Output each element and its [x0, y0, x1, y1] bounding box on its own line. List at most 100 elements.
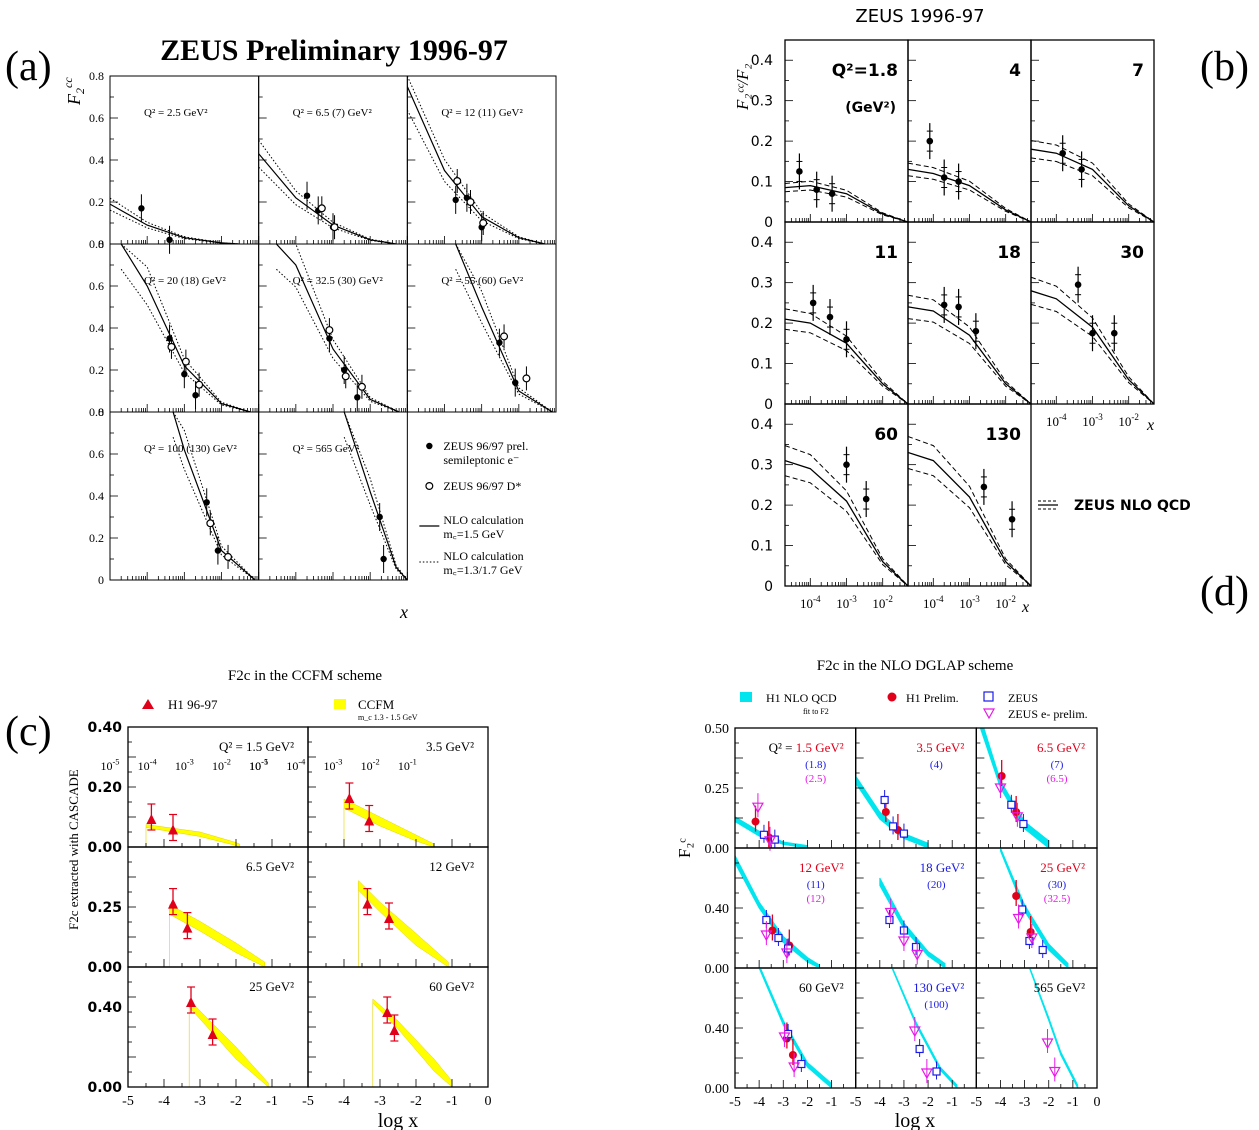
data-point-open — [330, 223, 339, 232]
y-tick-label: 0 — [98, 573, 104, 587]
x-tick-label: -1 — [446, 1094, 458, 1109]
x-tick-label: -3 — [898, 1095, 910, 1110]
panel-frame — [258, 243, 408, 413]
data-point-zeus-e — [780, 948, 793, 960]
y-tick-label: 0 — [764, 579, 773, 595]
chart-b-xlabel-bottom: x — [1021, 599, 1029, 616]
legend-marker-triangle — [142, 699, 154, 709]
panel-label: Q² = 20 (18) GeV² — [144, 275, 227, 287]
panel-frame — [406, 243, 557, 413]
data-point-open — [181, 357, 190, 366]
legend-marker-band — [740, 692, 752, 702]
panel-sublabel-zeus: (100) — [924, 999, 948, 1011]
legend-marker-filled — [426, 442, 433, 450]
chart-a: Q² = 2.5 GeV² Q² = 6.5 (7) GeV² Q² = 12 (1… — [61, 69, 557, 773]
panel-sublabel-zeus-e: (12) — [807, 893, 826, 905]
legend-label: ZEUS NLO QCD — [1074, 498, 1191, 514]
data-point-h1 — [788, 1051, 797, 1059]
y-tick-label: 0.40 — [87, 720, 122, 736]
nlo-curve-low — [120, 268, 251, 412]
data-point-triangle — [362, 898, 373, 909]
curve-group — [258, 139, 397, 244]
data-point-zeus-e — [778, 1032, 791, 1044]
data-point — [826, 313, 834, 321]
x-tick-label: 10-2 — [361, 758, 380, 773]
curve-group — [110, 197, 240, 244]
data-point-zeus — [770, 835, 779, 844]
nlo-curve-high — [172, 412, 256, 580]
data-point-triangle — [168, 898, 178, 909]
y-tick-label: 0.40 — [705, 1022, 730, 1037]
data-point-open — [466, 198, 475, 207]
panel-label: 30 — [1120, 243, 1144, 263]
data-point-filled — [340, 366, 348, 374]
ccfm-band — [358, 879, 449, 967]
data-point-zeus — [899, 829, 909, 838]
x-tick-label: -2 — [230, 1094, 242, 1109]
y-tick-label: 0.2 — [751, 316, 773, 332]
band-group — [372, 998, 453, 1087]
y-tick-label: 0.00 — [705, 842, 730, 857]
curve-group — [407, 76, 545, 244]
nlo-curve — [908, 451, 1031, 586]
band-group — [979, 728, 1050, 848]
x-tick-label: 10-1 — [249, 758, 268, 773]
chart-d: Q² = 1.5 GeV² (1.8) (2.5) 3.5 GeV² (4) 6.5 Ge… — [675, 691, 1101, 1110]
panel-label: Q² = 6.5 (7) GeV² — [293, 107, 373, 119]
legend-label: ZEUS 96/97 prel. — [443, 439, 528, 453]
nlo-band — [1028, 968, 1079, 1088]
panel-label: 60 GeV² — [799, 980, 844, 995]
panel-label: Q² = 100 (130) GeV² — [144, 443, 238, 455]
curve-group — [120, 244, 251, 412]
y-tick-label: 0.1 — [751, 357, 773, 373]
band-group — [879, 877, 946, 968]
data-point — [980, 483, 988, 491]
nlo-band — [891, 968, 958, 1088]
panel-label: 60 — [874, 425, 898, 445]
panel-label: 3.5 GeV² — [426, 739, 474, 754]
x-tick-label: 10-5 — [101, 758, 120, 773]
curve-group — [172, 412, 256, 580]
data-point-triangle — [207, 1029, 218, 1039]
data-point — [1078, 166, 1085, 173]
panel-label: 25 GeV² — [249, 979, 294, 994]
x-tick-label: -5 — [850, 1095, 862, 1110]
data-point-filled — [181, 371, 188, 378]
panel-sublabel-zeus: (20) — [927, 879, 946, 891]
data-point-zeus — [911, 942, 921, 952]
nlo-band — [1000, 848, 1069, 968]
x-tick-label: -5 — [302, 1094, 314, 1109]
x-tick-label: 10-2 — [1118, 412, 1139, 429]
y-tick-label: 0.4 — [751, 53, 773, 69]
x-tick-label: -2 — [802, 1095, 814, 1110]
data-point — [1008, 515, 1016, 523]
y-tick-label: 0.3 — [751, 94, 773, 110]
chart-c: Q² = 1.5 GeV² 3.5 GeV² 6.5 GeV² 12 GeV² 25 G… — [66, 697, 492, 1109]
data-point — [796, 168, 803, 175]
y-tick-label: 0.2 — [751, 498, 773, 514]
data-point-open — [325, 326, 334, 335]
data-point-open — [195, 380, 204, 389]
legend-marker-band — [334, 699, 346, 709]
y-tick-label: 0.2 — [89, 531, 104, 545]
band-group — [855, 775, 929, 848]
x-tick-label: -4 — [158, 1094, 170, 1109]
x-tick-label: 10-4 — [286, 758, 306, 773]
chart-b: Q²=1.8 4 7 11 18 30 60 130 (GeV²) 0 0.1 0.2 0.3 0.4 0 0… — [733, 39, 1191, 611]
x-tick-label: 10-2 — [212, 758, 231, 773]
y-tick-label: 0.1 — [751, 539, 773, 555]
data-point-filled — [303, 192, 311, 199]
data-point-h1 — [1012, 808, 1021, 816]
y-tick-label: 0.00 — [87, 960, 122, 976]
data-point-zeus — [888, 822, 898, 831]
x-tick-label: -2 — [1043, 1095, 1055, 1110]
nlo-curve-high — [120, 244, 251, 412]
data-point-h1 — [751, 817, 760, 826]
x-tick-label: 10-5 — [249, 758, 268, 773]
y-tick-label: 0.8 — [89, 237, 104, 251]
curve-group — [455, 244, 553, 412]
x-tick-label: -1 — [826, 1095, 838, 1110]
data-point-triangle — [364, 815, 375, 826]
nlo-curve — [172, 412, 256, 580]
legend-sublabel: m_c 1.3 - 1.5 GeV — [358, 713, 418, 722]
